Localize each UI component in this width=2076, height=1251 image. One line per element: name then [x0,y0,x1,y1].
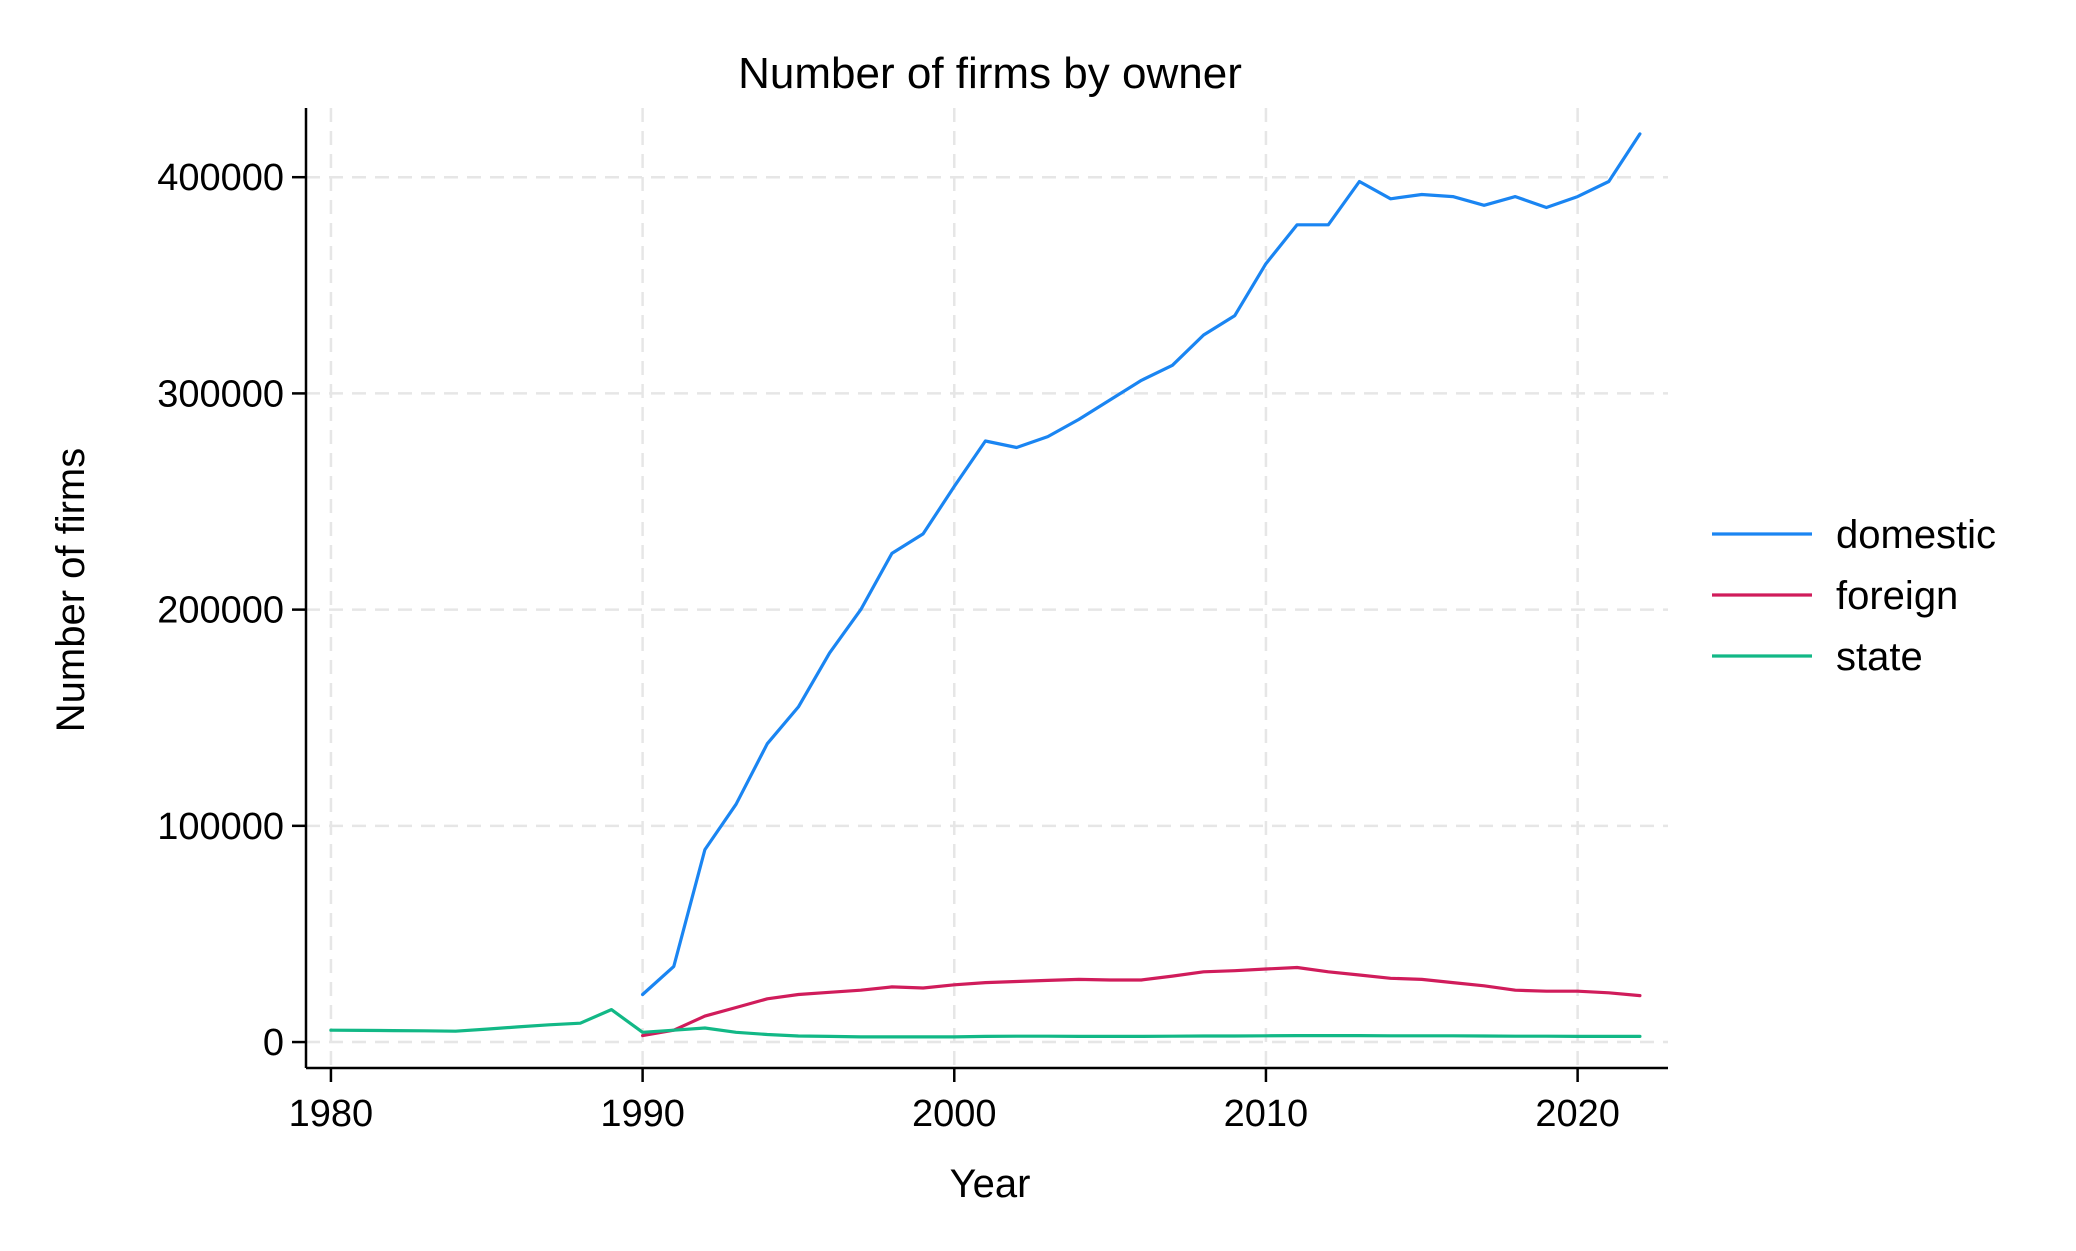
series-layer [329,132,1642,1039]
y-tick-label: 300000 [157,373,284,415]
legend-item-foreign: foreign [1712,574,1958,618]
series-line-domestic [640,132,1642,997]
y-tick-label: 200000 [157,590,284,632]
x-tick-label: 1990 [600,1093,685,1135]
legend-label: state [1836,635,1923,679]
x-tick-label: 2020 [1535,1093,1620,1135]
axis-layer: 0 100000 200000 300000 400000 1980 1990 2000 201… [157,108,1668,1135]
legend-label: foreign [1836,574,1958,618]
legend-item-domestic: domestic [1712,513,1996,557]
legend-label: domestic [1836,513,1996,557]
chart-title: Number of firms by owner [738,49,1242,98]
y-tick-label: 400000 [157,157,284,199]
y-tick-label: 100000 [157,806,284,848]
x-tick-label: 2000 [912,1093,997,1135]
x-axis-title: Year [950,1162,1031,1206]
series-line-state [329,1007,1642,1039]
x-tick-label: 1980 [289,1093,374,1135]
y-tick-label: 0 [263,1022,284,1064]
grid-layer [306,108,1668,1068]
x-tick-label: 2010 [1224,1093,1309,1135]
y-axis-title: Number of firms [49,448,93,733]
legend-item-state: state [1712,635,1923,679]
series-line-foreign [640,965,1642,1038]
legend: domestic foreign state [1712,513,1996,679]
